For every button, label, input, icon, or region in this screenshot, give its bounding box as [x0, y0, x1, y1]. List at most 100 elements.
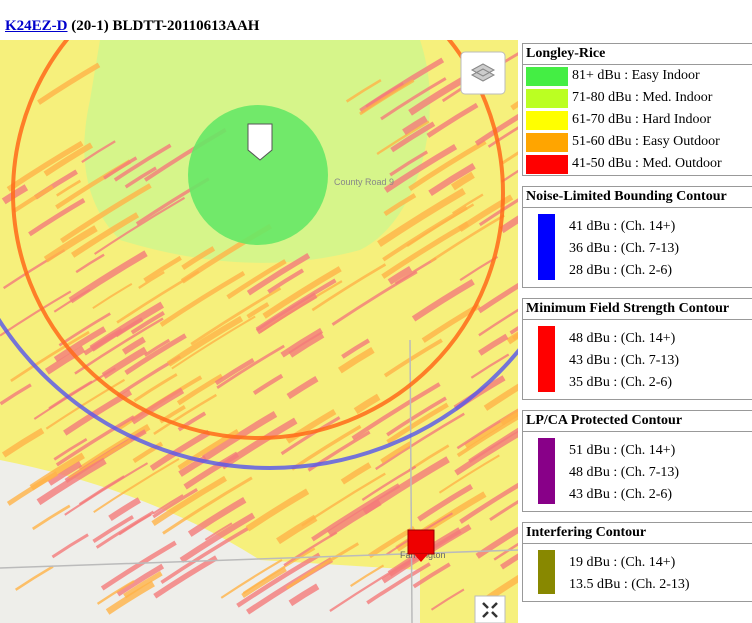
streak [252, 373, 284, 396]
streak [359, 57, 445, 114]
streak [187, 496, 247, 537]
streak [6, 140, 84, 192]
legend-label: 48 dBu : (Ch. 14+) [569, 331, 676, 346]
streak [68, 250, 148, 304]
streak [14, 565, 54, 591]
transmitter-pin[interactable] [247, 123, 273, 161]
streak [383, 338, 443, 378]
legend-body: 51 dBu : (Ch. 14+) 48 dBu : (Ch. 7-13) 43 … [523, 432, 752, 511]
streak [93, 458, 180, 513]
streak [386, 396, 447, 437]
streak [216, 344, 285, 390]
legend-label: 41-50 dBu : Med. Outdoor [572, 156, 722, 171]
legend-heading: Interfering Contour [523, 523, 752, 544]
streak [412, 562, 451, 589]
streak [124, 166, 157, 189]
legend-row: 51-60 dBu : Easy Outdoor [523, 131, 752, 153]
legend-swatch [538, 326, 555, 392]
streak [386, 402, 449, 445]
streak [220, 559, 283, 599]
legend-body: 41 dBu : (Ch. 14+) 36 dBu : (Ch. 7-13) 28 … [523, 208, 752, 287]
streak [177, 429, 240, 471]
streak [181, 246, 216, 270]
station-link[interactable]: K24EZ-D [5, 18, 68, 34]
interference-marker[interactable] [407, 529, 435, 555]
streak [116, 563, 165, 597]
streak [387, 266, 413, 285]
streak [160, 526, 249, 584]
legend-swatch [526, 66, 568, 86]
streak [81, 140, 116, 163]
legend-section: Minimum Field Strength Contour 48 dBu : (… [522, 298, 752, 400]
streak [478, 333, 509, 356]
streak [408, 139, 487, 191]
coverage-green [188, 105, 328, 245]
streak [377, 187, 466, 247]
streak [408, 76, 465, 116]
fullscreen-button[interactable] [474, 595, 506, 623]
contour-red [11, 40, 505, 440]
streak [474, 113, 518, 146]
legend: Longley-Rice 81+ dBu : Easy Indoor 71-80 d… [522, 43, 752, 612]
streak [0, 383, 32, 406]
legend-label: 71-80 dBu : Med. Indoor [572, 90, 713, 105]
legend-swatch [538, 438, 555, 504]
streak [456, 408, 518, 450]
streak [166, 315, 244, 367]
legend-label: 35 dBu : (Ch. 2-6) [569, 375, 673, 390]
streak [381, 221, 470, 279]
streak [89, 301, 165, 352]
map: County Road 9 Farmington [0, 40, 518, 623]
streak [376, 120, 430, 155]
streak [159, 271, 246, 327]
streak [327, 499, 382, 537]
streak [132, 441, 164, 464]
layers-button[interactable] [460, 51, 506, 95]
legend-label: 36 dBu : (Ch. 7-13) [569, 241, 680, 256]
legend-label: 28 dBu : (Ch. 2-6) [569, 263, 673, 278]
streak [458, 194, 514, 232]
streak [383, 143, 458, 193]
streak [56, 179, 82, 197]
streak [10, 330, 90, 383]
streak [44, 345, 86, 375]
streak [133, 373, 178, 403]
streak [380, 77, 447, 121]
legend-row: 41-50 dBu : Med. Outdoor [523, 153, 752, 175]
legend-label: 61-70 dBu : Hard Indoor [572, 112, 712, 127]
streak [426, 102, 479, 138]
streak [454, 430, 518, 476]
streak [94, 196, 186, 255]
streak [510, 100, 518, 111]
streak [204, 522, 233, 541]
legend-section: Interfering Contour 19 dBu : (Ch. 14+) 13.… [522, 522, 752, 602]
streak [482, 574, 518, 604]
streak [92, 282, 133, 310]
streak [406, 203, 475, 247]
streak [121, 336, 146, 355]
streak [153, 393, 217, 436]
streak [71, 212, 140, 258]
streak [375, 412, 465, 471]
streak [246, 253, 311, 296]
streak [53, 437, 88, 461]
streak [487, 126, 518, 148]
streak [45, 378, 126, 430]
streak [162, 476, 253, 535]
legend-swatch [526, 110, 568, 130]
streak [130, 387, 185, 425]
streak [428, 162, 476, 196]
streak [411, 279, 475, 322]
legend-label: 43 dBu : (Ch. 7-13) [569, 353, 680, 368]
map-label: County Road 9 [334, 177, 394, 187]
streak [105, 580, 155, 615]
streak [226, 259, 287, 300]
legend-section: Noise-Limited Bounding Contour 41 dBu : (… [522, 186, 752, 288]
streak [236, 552, 321, 608]
streak [43, 225, 98, 263]
streak [95, 510, 155, 549]
streak [245, 488, 310, 532]
streak [53, 326, 107, 363]
streak [37, 62, 101, 105]
